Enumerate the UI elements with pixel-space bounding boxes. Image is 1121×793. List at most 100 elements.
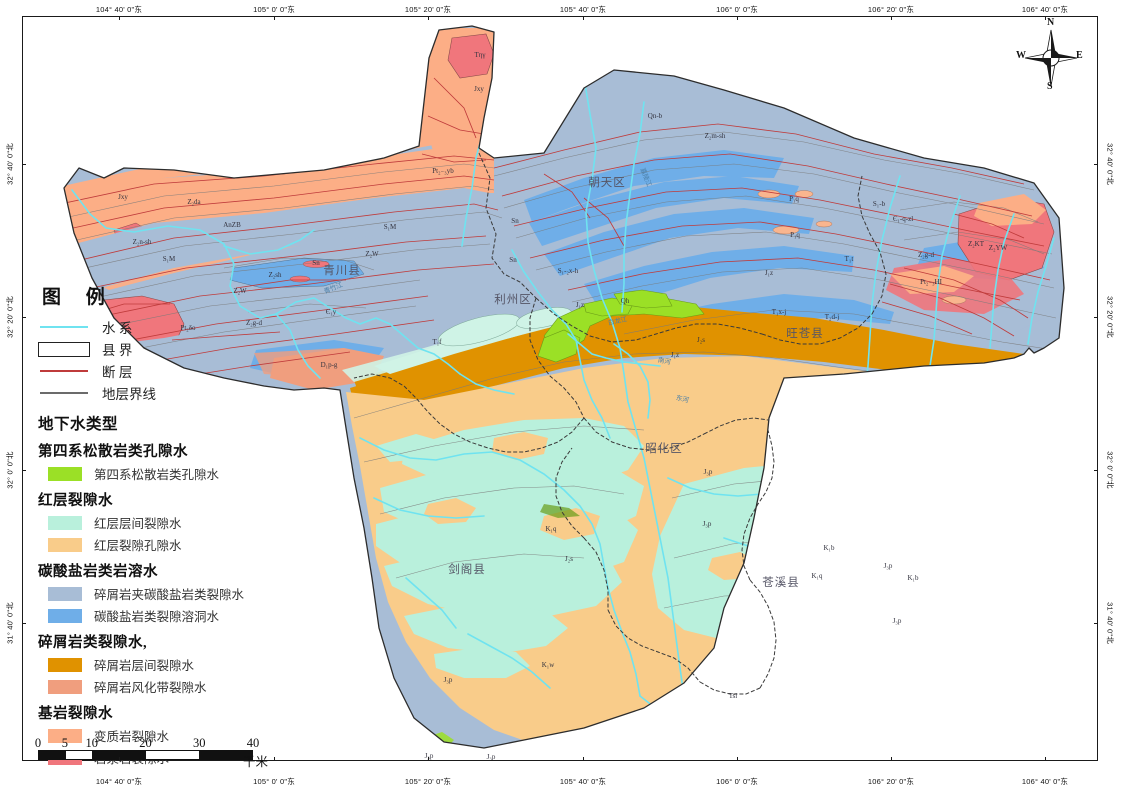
graticule-tick [22, 623, 26, 624]
geology-unit-label: T₁x-j [771, 308, 786, 316]
geology-unit-label: Z₂g-d [245, 319, 262, 327]
graticule-tick [583, 16, 584, 20]
water-system-label: 水 系 [102, 321, 133, 336]
legend-item-label: 第四系松散岩类孔隙水 [94, 468, 220, 482]
geology-unit-label: Z₂W [365, 250, 379, 258]
county-label: 朝天区 [588, 176, 626, 189]
geology-unit-label: Sn [509, 256, 517, 264]
scale-bar: 0 5 10 20 30 40 千米 [35, 736, 298, 769]
graticule-tick [583, 757, 584, 761]
graticule-tick [891, 757, 892, 761]
geology-unit-label: Є₁y [325, 308, 336, 316]
scale-segment [198, 751, 252, 759]
map-legend: 图 例 水 系县 界断 层地层界线 地下水类型 第四系松散岩类孔隙水 第四系松散岩… [38, 282, 268, 770]
boundaries [62, 24, 1065, 749]
legend-item: 碎屑岩夹碳酸盐岩类裂隙水 [38, 584, 268, 603]
map-canvas[interactable]: 青川县 朝天区 利州区 旺苍县 昭化区 剑阁县 苍溪县 Tηγ Jxy Pt₂₋₃yb Jxy Z₂… [24, 18, 1097, 760]
graticule-tick [1094, 164, 1098, 165]
geology-unit-label: Z₂W [233, 287, 247, 295]
graticule-tick [1045, 757, 1046, 761]
geology-unit-label: J₁z [764, 269, 772, 277]
graticule-tick [737, 16, 738, 20]
graticule-tick [22, 470, 26, 471]
legend-swatch [48, 466, 82, 481]
compass-south-label: S [1047, 81, 1053, 92]
geology-unit-label: J₃p [702, 520, 711, 528]
legend-line-symbols: 水 系县 界断 层地层界线 [38, 317, 268, 403]
scale-segment [39, 751, 66, 759]
legend-row-county-boundary: 县 界 [38, 339, 268, 359]
legend-group-title: 红层裂隙水 [38, 493, 113, 509]
geology-unit-label: J₃p [486, 753, 495, 760]
geology-unit-label: Z₂sh [268, 271, 281, 279]
longitude-label: 106° 0' 0"东 [716, 5, 758, 14]
graticule-tick [22, 164, 26, 165]
legend-swatch [48, 537, 82, 552]
longitude-label: 106° 0' 0"东 [716, 777, 758, 786]
water-system-symbol [38, 320, 90, 334]
geology-unit-label: S₁M [162, 255, 175, 263]
latitude-label: 31° 40' 0"北 [1105, 602, 1115, 644]
legend-section-title: 地下水类型 [38, 416, 119, 433]
legend-item-label: 碎屑岩风化带裂隙水 [94, 681, 207, 695]
geology-unit-label: K₁b [907, 574, 918, 582]
latitude-label: 32° 20' 0"北 [1105, 296, 1115, 338]
legend-group-title: 碎屑岩类裂隙水, [38, 635, 148, 651]
graticule-tick [1094, 317, 1098, 318]
legend-item: 碎屑岩风化带裂隙水 [38, 677, 268, 696]
legend-item-label: 红层层间裂隙水 [94, 517, 182, 531]
geology-unit-label: P₁q [790, 231, 800, 239]
legend-item: 碎屑岩层间裂隙水 [38, 655, 268, 674]
legend-swatch [48, 728, 82, 743]
county-label: 剑阁县 [448, 562, 486, 576]
county-label: 利州区 [494, 293, 532, 306]
longitude-label: 105° 0' 0"东 [253, 5, 295, 14]
scale-tick-label: 30 [193, 736, 206, 750]
longitude-label: 105° 0' 0"东 [253, 777, 295, 786]
geology-unit-label: Pt₂₋₃yb [432, 167, 454, 175]
county-label: 昭化区 [645, 441, 683, 455]
legend-item: 红层层间裂隙水 [38, 513, 268, 532]
latitude-label: 32° 20' 0"北 [5, 296, 15, 338]
geology-unit-label: Z₂da [187, 198, 201, 206]
river-name-label: 东河 [675, 392, 690, 404]
scale-bar-unit: 千米 [243, 755, 269, 769]
legend-item-label: 碎屑岩夹碳酸盐岩类裂隙水 [94, 588, 245, 602]
legend-swatch [48, 657, 82, 672]
geology-unit-label: Tsl [728, 692, 737, 700]
geology-unit-label: J₃p [424, 752, 433, 760]
scale-tick-label: 20 [139, 736, 152, 750]
scale-bar-labels: 0 5 10 20 30 40 [35, 736, 298, 750]
latitude-label: 32° 0' 0"北 [1105, 451, 1115, 489]
scale-tick-label: 10 [85, 736, 99, 750]
legend-row-water-system: 水 系 [38, 317, 268, 337]
longitude-label: 104° 40' 0"东 [95, 777, 143, 786]
geology-unit-label: Jxy [118, 193, 128, 201]
scale-segment [92, 751, 146, 759]
geology-unit-label: Pt₂δο [180, 324, 196, 332]
geology-unit-label: J₁z [575, 301, 583, 309]
graticule-tick [1094, 470, 1098, 471]
fault-line-symbol [38, 364, 90, 378]
legend-groups: 第四系松散岩类孔隙水 第四系松散岩类孔隙水 红层裂隙水 红层层间裂隙水 红层裂隙孔隙水碳… [38, 440, 268, 767]
geology-unit-label: D₁p-g [320, 361, 337, 369]
county-label: 青川县 [323, 264, 361, 277]
geology-unit-label: J₂s [565, 555, 573, 563]
graticule-tick [1094, 623, 1098, 624]
geology-unit-label: S₁-₂x-h [557, 267, 578, 275]
legend-swatch [48, 679, 82, 694]
legend-item-label: 碳酸盐岩类裂隙溶洞水 [94, 610, 220, 624]
longitude-label: 106° 40' 0"东 [1021, 5, 1069, 14]
latitude-label: 32° 40' 0"北 [1105, 143, 1115, 185]
geology-unit-label: Z₂KT [967, 240, 984, 248]
compass-west-label: W [1016, 50, 1026, 61]
legend-item: 第四系松散岩类孔隙水 [38, 464, 268, 483]
longitude-label: 104° 40' 0"东 [95, 5, 143, 14]
compass-east-label: E [1076, 50, 1083, 61]
scale-tick-label: 5 [61, 736, 68, 750]
legend-item: 变质岩裂隙水 [38, 726, 268, 745]
geology-unit-label: J₃p [892, 617, 901, 625]
legend-item-label: 变质岩裂隙水 [94, 730, 170, 744]
legend-group-title: 碳酸盐岩类岩溶水 [38, 564, 158, 580]
